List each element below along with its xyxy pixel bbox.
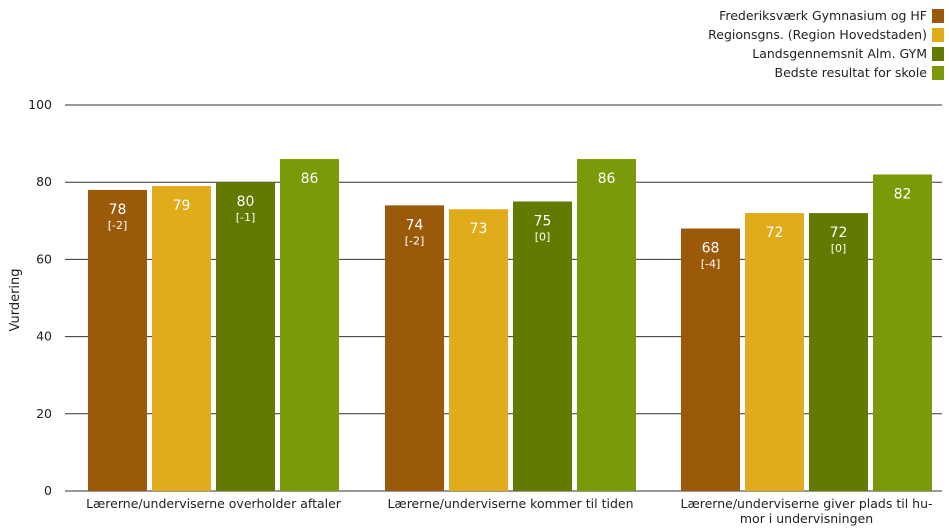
x-category-label: Lærerne/underviserne giver plads til hu-: [681, 496, 933, 511]
legend-item: Landsgennemsnit Alm. GYM: [708, 44, 944, 63]
legend-swatch: [932, 27, 944, 42]
bar: [152, 186, 211, 491]
y-tick-label: 80: [36, 174, 52, 189]
legend-swatch: [932, 46, 944, 61]
bar-value-label: 79: [173, 198, 191, 214]
legend-swatch: [932, 65, 944, 80]
bar-value-label: 86: [301, 171, 319, 187]
x-category-label: Lærerne/underviserne kommer til tiden: [387, 496, 633, 511]
bar: [681, 228, 740, 491]
legend-item: Bedste resultat for skole: [708, 63, 944, 82]
y-tick-label: 100: [28, 97, 52, 112]
legend-label: Frederiksværk Gymnasium og HF: [719, 8, 927, 23]
bar-diff-label: [-4]: [701, 258, 721, 271]
bar: [513, 201, 572, 491]
bar-diff-label: [-2]: [108, 219, 128, 232]
legend: Frederiksværk Gymnasium og HF Regionsgns.…: [708, 6, 944, 82]
bar: [385, 205, 444, 492]
y-axis-label: Vurdering: [8, 268, 23, 331]
bar: [577, 159, 636, 492]
x-axis: Lærerne/underviserne overholder aftaler L…: [86, 496, 932, 526]
bar-value-label: 80: [237, 194, 255, 210]
y-tick-label: 40: [36, 329, 52, 344]
bar: [216, 182, 275, 491]
bar-value-label: 68: [702, 241, 720, 257]
bar-value-label: 82: [894, 186, 912, 202]
bar-value-label: 73: [470, 221, 488, 237]
bar-diff-label: [-1]: [236, 211, 256, 224]
bar: [280, 159, 339, 492]
bar-diff-label: [-2]: [405, 234, 425, 247]
bar-value-label: 86: [598, 171, 616, 187]
bar-value-label: 72: [830, 225, 848, 241]
legend-swatch: [932, 8, 944, 23]
y-axis: 0 20 40 60 80 100: [28, 97, 52, 498]
y-tick-label: 60: [36, 251, 52, 266]
legend-label: Landsgennemsnit Alm. GYM: [752, 46, 927, 61]
bar: [745, 213, 804, 491]
legend-label: Regionsgns. (Region Hovedstaden): [708, 27, 927, 42]
legend-item: Regionsgns. (Region Hovedstaden): [708, 25, 944, 44]
bar-diff-label: [0]: [535, 231, 551, 244]
y-tick-label: 20: [36, 406, 52, 421]
bar-value-label: 72: [766, 225, 784, 241]
bar: [873, 174, 932, 492]
bar: [809, 213, 868, 491]
legend-label: Bedste resultat for skole: [774, 65, 927, 80]
x-category-label: Lærerne/underviserne overholder aftaler: [86, 496, 342, 511]
bar: [449, 209, 508, 491]
y-tick-label: 0: [44, 483, 52, 498]
legend-item: Frederiksværk Gymnasium og HF: [708, 6, 944, 25]
bar-diff-label: [0]: [831, 242, 847, 255]
bar: [88, 189, 147, 492]
bar-value-label: 75: [534, 214, 552, 230]
bar-value-label: 74: [406, 217, 424, 233]
bar-value-label: 78: [109, 202, 127, 218]
x-category-label: mor i undervisningen: [740, 511, 873, 526]
